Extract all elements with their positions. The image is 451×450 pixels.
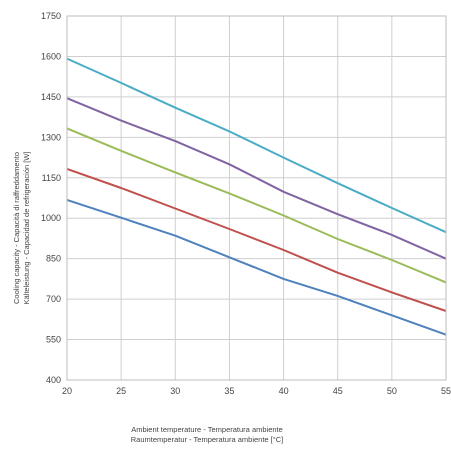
y-tick-label: 1150 [42, 173, 61, 183]
x-axis-ticks: 20 25 30 35 40 45 50 55 [62, 386, 451, 396]
y-tick-label: 1450 [41, 92, 61, 102]
series-layer [66, 57, 447, 336]
series-line-5 [66, 198, 447, 336]
x-tick-label: 55 [441, 386, 451, 396]
series-line-1 [66, 57, 447, 234]
x-tick-label: 45 [333, 386, 343, 396]
y-tick-label: 1750 [41, 11, 61, 21]
y-tick-label: 700 [46, 294, 61, 304]
x-tick-label: 50 [387, 386, 397, 396]
y-tick-label: 850 [46, 254, 61, 264]
y-axis-title-line-1: Cooling capacity - Capacità di raffredda… [12, 152, 21, 304]
x-axis-title: Ambient temperature - Temperatura ambien… [131, 425, 284, 444]
x-tick-label: 30 [170, 386, 180, 396]
x-tick-label: 35 [224, 386, 234, 396]
y-axis-ticks: 400 550 700 850 1000 1150 1300 1450 1600 1750 [41, 11, 61, 385]
series-line-2 [66, 97, 447, 260]
plot-frame [66, 15, 447, 381]
x-axis-title-line-1: Ambient temperature - Temperatura ambien… [131, 425, 283, 434]
y-axis-title-line-2: Kälteleistung - Capacidad de refrigeraci… [22, 152, 31, 305]
series-line-4 [66, 167, 447, 312]
y-tick-label: 1000 [41, 213, 61, 223]
y-axis-title: Cooling capacity - Capacità di raffredda… [12, 152, 31, 305]
x-tick-label: 25 [116, 386, 126, 396]
y-tick-label: 550 [46, 335, 61, 345]
y-tick-label: 400 [46, 375, 61, 385]
grid-layer [66, 15, 447, 381]
y-tick-label: 1600 [41, 51, 61, 61]
x-axis-title-line-2: Raumtemperatur - Temperatura ambiente [°… [131, 435, 284, 444]
y-tick-label: 1300 [41, 132, 61, 142]
x-tick-label: 40 [279, 386, 289, 396]
series-line-3 [66, 127, 447, 284]
x-tick-label: 20 [62, 386, 72, 396]
